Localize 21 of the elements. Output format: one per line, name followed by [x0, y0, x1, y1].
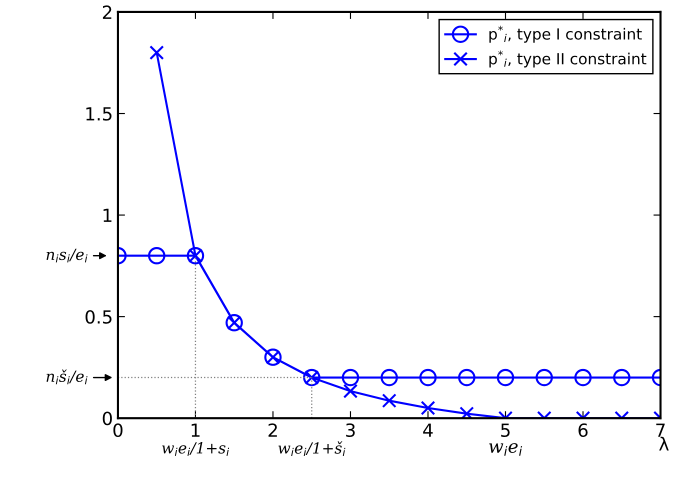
- x-tick-label: 7: [656, 424, 665, 437]
- x-tick-label: 3: [346, 423, 355, 438]
- ref-line-label: w$_{i}$e$_{i}$/1+š$_{i}$: [278, 441, 346, 456]
- y-tick-label: 2: [102, 5, 112, 19]
- y-tick-label: 1.5: [86, 107, 112, 121]
- x-axis-title: λ: [659, 436, 669, 450]
- x-tick-label: 2: [268, 423, 277, 437]
- x-tick-label: 1: [192, 424, 200, 437]
- x-tick-label: 4: [423, 424, 433, 437]
- x-tick-label: 0: [113, 423, 122, 438]
- legend-label: p$^{*}$$_{i}$, type I constraint: [489, 26, 642, 43]
- y-tick-label: 0.5: [86, 310, 112, 324]
- ref-line-label: w$_{i}$e$_{i}$/1+s$_{i}$: [162, 442, 230, 456]
- annotation: w$_{i}$e$_{i}$: [489, 443, 522, 456]
- annotation: n$_{i}$s$_{i}$/e$_{i}$: [46, 248, 88, 262]
- y-tick-label: 0: [102, 412, 112, 426]
- x-tick-label: 6: [578, 423, 588, 438]
- x-tick-label: 5: [501, 424, 510, 438]
- legend-label: p$^{*}$$_{i}$, type II constraint: [489, 50, 646, 68]
- y-tick-label: 1: [104, 208, 112, 222]
- ref-line-label: n$_{i}$š$_{i}$/e$_{i}$: [46, 370, 88, 384]
